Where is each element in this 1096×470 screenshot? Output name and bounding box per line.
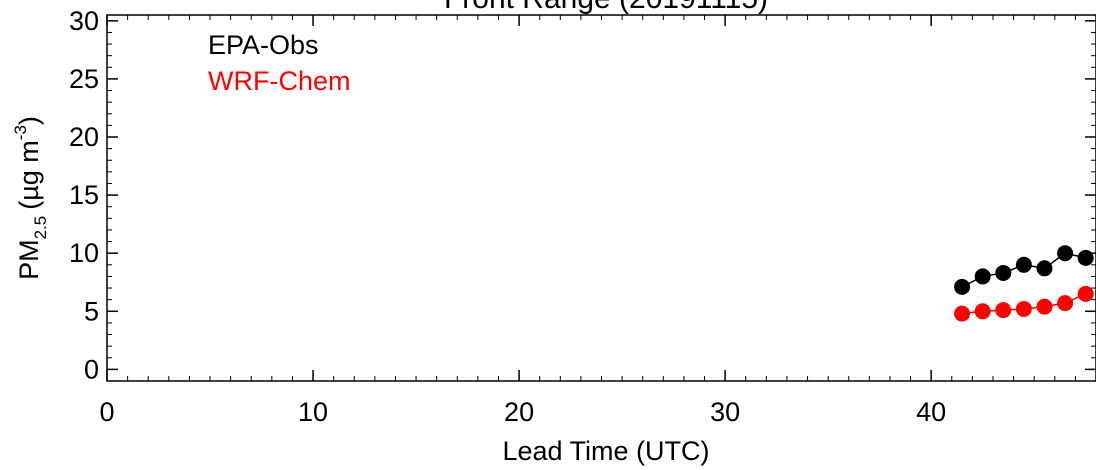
series-0-point bbox=[954, 278, 971, 295]
y-tick-label: 5 bbox=[84, 296, 99, 326]
x-tick-label: 10 bbox=[298, 397, 328, 427]
y-tick-label: 0 bbox=[84, 354, 99, 384]
series-layer bbox=[954, 245, 1094, 322]
series-0-point bbox=[1077, 249, 1094, 266]
series-0-point bbox=[1015, 256, 1032, 273]
series-0-point bbox=[995, 264, 1012, 281]
series-1-point bbox=[1057, 295, 1074, 312]
legend-entry-model: WRF-Chem bbox=[208, 66, 351, 96]
tick-labels: 0 10 20 30 40 0 5 10 15 20 25 30 bbox=[69, 6, 946, 427]
major-ticks bbox=[106, 15, 1096, 381]
y-axis-label-main: PM bbox=[14, 239, 44, 280]
y-axis-label-superscript: -3 bbox=[11, 125, 30, 140]
series-1-point bbox=[954, 305, 971, 322]
y-tick-label: 10 bbox=[69, 238, 99, 268]
y-axis-label: PM2.5 (µg m-3) bbox=[11, 116, 50, 280]
y-tick-label: 25 bbox=[69, 64, 99, 94]
x-tick-label: 40 bbox=[916, 397, 946, 427]
series-1-point bbox=[1015, 300, 1032, 317]
y-tick-label: 15 bbox=[69, 180, 99, 210]
y-tick-label: 20 bbox=[69, 122, 99, 152]
series-0-point bbox=[974, 268, 991, 285]
x-tick-label: 20 bbox=[504, 397, 534, 427]
minor-ticks bbox=[107, 15, 1096, 381]
x-tick-label: 30 bbox=[710, 397, 740, 427]
series-1-point bbox=[1077, 285, 1094, 302]
plot-frame bbox=[106, 14, 1096, 382]
x-tick-label: 0 bbox=[99, 397, 114, 427]
series-1-point bbox=[1036, 298, 1053, 315]
chart-title: Front Range (20191115) bbox=[444, 0, 768, 15]
legend-entry-obs: EPA-Obs bbox=[208, 30, 319, 60]
x-axis-label: Lead Time (UTC) bbox=[502, 436, 709, 466]
series-0-point bbox=[1036, 260, 1053, 277]
y-axis-label-unit: (µg m bbox=[14, 140, 44, 210]
series-1-point bbox=[995, 302, 1012, 319]
y-axis-label-close: ) bbox=[14, 116, 44, 125]
series-1-point bbox=[974, 303, 991, 320]
y-tick-label: 30 bbox=[69, 6, 99, 36]
y-axis-label-subscript: 2.5 bbox=[31, 216, 50, 240]
series-0-point bbox=[1057, 245, 1074, 262]
